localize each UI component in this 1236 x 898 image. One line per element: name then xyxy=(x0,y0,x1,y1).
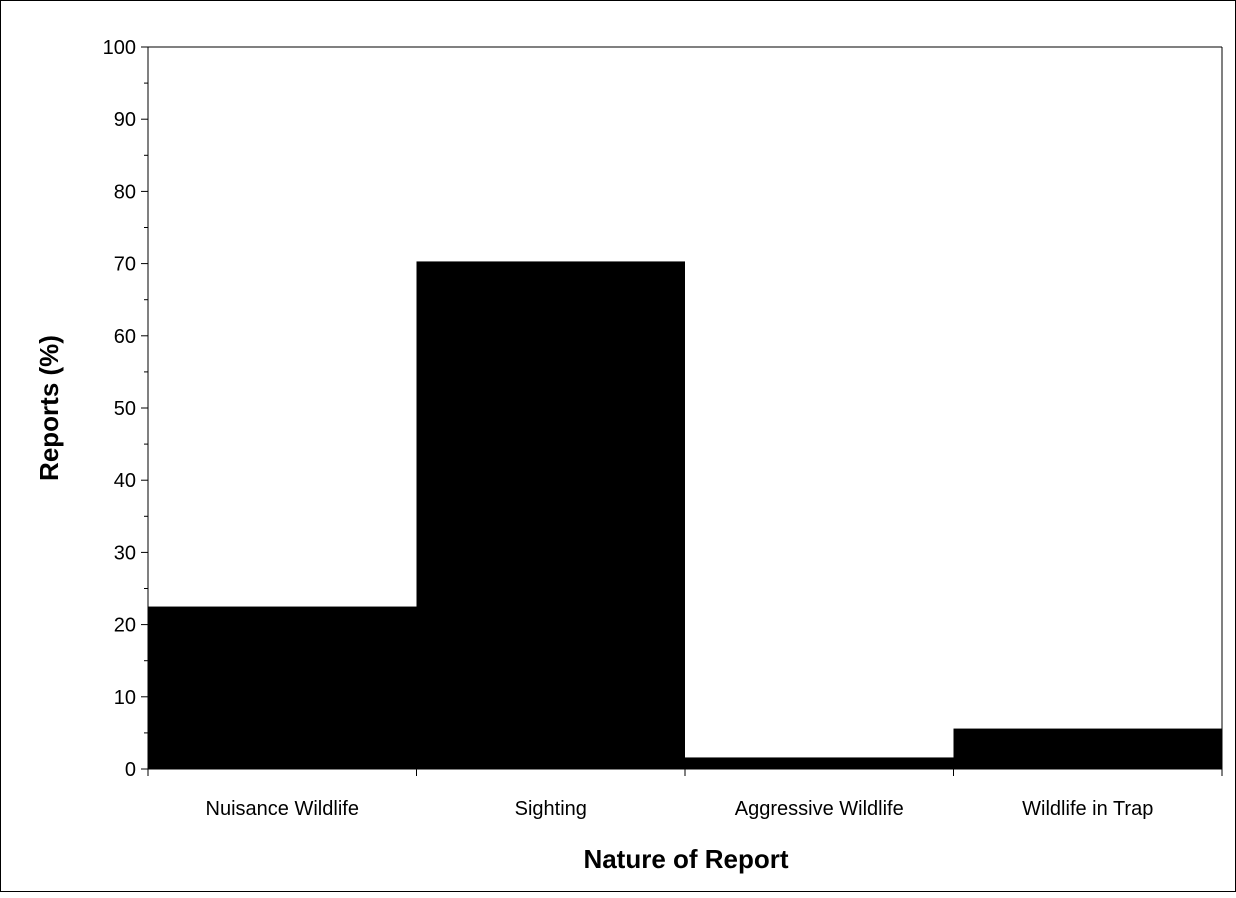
y-tick-label: 20 xyxy=(114,615,136,637)
x-ticks-group: Nuisance Wildlife Sighting Aggressive Wild… xyxy=(147,769,1223,820)
x-axis-title: Nature of Report xyxy=(583,844,788,874)
y-tick-label: 30 xyxy=(114,542,136,564)
bar-nuisance-wildlife xyxy=(148,606,417,769)
x-tick-label: Wildlife in Trap xyxy=(1022,798,1153,820)
bars-group xyxy=(148,261,1222,769)
y-tick-label: 70 xyxy=(114,254,136,276)
bar-wildlife-in-trap xyxy=(953,728,1222,769)
y-tick-label: 80 xyxy=(114,181,136,203)
bar-aggressive-wildlife xyxy=(685,757,954,769)
y-tick-label: 100 xyxy=(103,37,136,59)
y-tick-label: 10 xyxy=(114,687,136,709)
y-tick-label: 0 xyxy=(125,759,136,781)
y-tick-label: 50 xyxy=(114,398,136,420)
x-tick-label: Sighting xyxy=(515,798,587,820)
y-tick-label: 40 xyxy=(114,470,136,492)
y-tick-label: 60 xyxy=(114,326,136,348)
y-tick-label: 90 xyxy=(114,109,136,131)
bar-sighting xyxy=(416,261,685,769)
x-tick-label: Aggressive Wildlife xyxy=(735,798,904,820)
x-tick-label: Nuisance Wildlife xyxy=(206,798,359,820)
y-ticks-group: 0 10 20 30 40 50 60 70 80 90 100 xyxy=(103,37,148,781)
y-axis-title: Reports (%) xyxy=(34,335,64,481)
